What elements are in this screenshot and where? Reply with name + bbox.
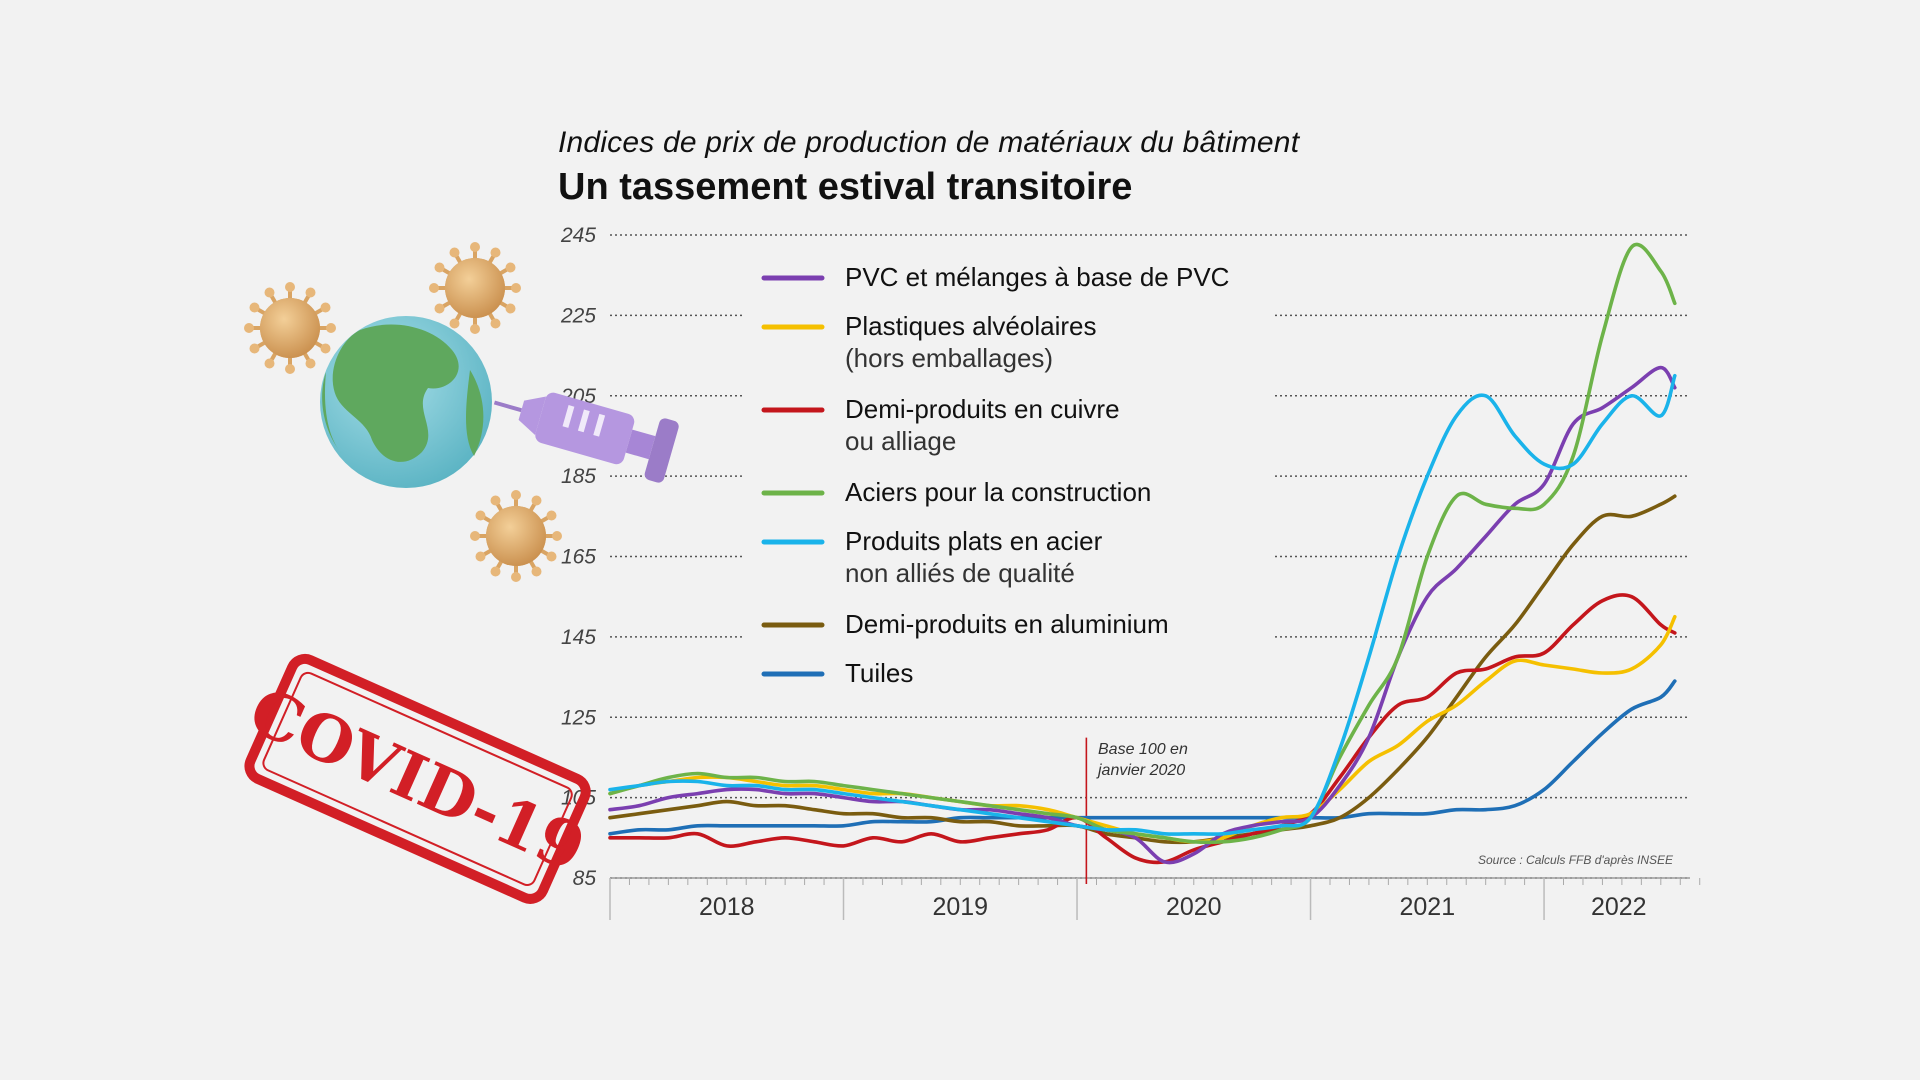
virus-spike-tip: [490, 566, 501, 577]
chart-title: Un tassement estival transitoire: [558, 166, 1133, 208]
virus-spike-tip: [470, 324, 480, 334]
series-line-pvc: [608, 365, 1677, 865]
series-line-aluminium: [608, 494, 1677, 845]
virus-spike-tip: [305, 287, 316, 298]
virus-spike-tip: [511, 572, 521, 582]
x-axis: 2018 2019 2020 2021 2022: [609, 877, 1701, 921]
virus-spike-tip: [490, 318, 501, 329]
series-lines: [608, 242, 1677, 865]
virus-spike-tip: [285, 282, 295, 292]
chart-subtitle: Indices de prix de production de matéria…: [558, 126, 1300, 159]
x-tick-label: 2018: [699, 893, 755, 921]
legend: PVC et mélanges à base de PVC Plastiques …: [744, 256, 1274, 688]
virus-spike-tip: [552, 531, 562, 541]
legend-label: Tuiles: [845, 658, 913, 688]
y-tick-label: 225: [560, 304, 596, 327]
virus-spike-tip: [475, 510, 486, 521]
virus-icon: [429, 242, 521, 334]
virus-spike-tip: [320, 343, 331, 354]
virus-spike-tip: [505, 303, 516, 314]
legend-label: Produits plats en acier: [845, 526, 1103, 556]
virus-spike-tip: [531, 495, 542, 506]
series-line-aciers: [608, 242, 1677, 845]
source-note: Source : Calculs FFB d'après INSEE: [1478, 853, 1674, 867]
virus-spike-tip: [305, 358, 316, 369]
virus-spike-tip: [429, 283, 439, 293]
virus-spike-tip: [320, 302, 331, 313]
globe-icon: [320, 316, 492, 488]
legend-label: ou alliage: [845, 426, 956, 456]
base-annotation-line1: Base 100 en: [1098, 741, 1188, 758]
x-tick-label: 2021: [1399, 893, 1455, 921]
virus-spike-tip: [244, 323, 254, 333]
virus-spike-tip: [546, 510, 557, 521]
virus-spike-tip: [475, 551, 486, 562]
legend-label: PVC et mélanges à base de PVC: [845, 262, 1229, 292]
virus-spike-tip: [434, 262, 445, 273]
virus-spike-tip: [511, 283, 521, 293]
legend-label: Aciers pour la construction: [845, 477, 1151, 507]
virus-spike-tip: [449, 247, 460, 258]
virus-spike-tip: [264, 287, 275, 298]
series-line-plats: [608, 373, 1677, 836]
series-line-cuivre: [608, 593, 1677, 865]
series-line-tuiles: [608, 679, 1677, 836]
legend-background: [744, 256, 1274, 688]
base-annotation-line2: janvier 2020: [1096, 762, 1185, 779]
y-tick-label: 125: [561, 706, 596, 729]
y-tick-label: 85: [573, 867, 597, 890]
virus-spike-tip: [326, 323, 336, 333]
virus-spike-tip: [470, 531, 480, 541]
virus-spike-tip: [264, 358, 275, 369]
syringe-icon: [493, 392, 679, 483]
virus-spike-tip: [449, 318, 460, 329]
virus-spike-tip: [249, 343, 260, 354]
x-tick-label: 2022: [1591, 893, 1647, 921]
legend-label: Demi-produits en cuivre: [845, 394, 1120, 424]
virus-spike-tip: [490, 495, 501, 506]
covid-19-stamp: COVID-19: [238, 653, 596, 904]
virus-spike-tip: [434, 303, 445, 314]
virus-spike-tip: [285, 364, 295, 374]
virus-spike-tip: [531, 566, 542, 577]
virus-icon: [470, 490, 562, 582]
virus-spike-tip: [511, 490, 521, 500]
virus-spike-tip: [490, 247, 501, 258]
legend-label: (hors emballages): [845, 343, 1053, 373]
x-tick-label: 2019: [932, 893, 988, 921]
legend-label: Plastiques alvéolaires: [845, 311, 1096, 341]
y-tick-label: 165: [561, 546, 596, 569]
virus-icon: [244, 282, 336, 374]
virus-spike-tip: [470, 242, 480, 252]
virus-spike-tip: [546, 551, 557, 562]
legend-label: non alliés de qualité: [845, 558, 1075, 588]
virus-spike-tip: [505, 262, 516, 273]
legend-label: Demi-produits en aluminium: [845, 609, 1169, 639]
x-tick-label: 2020: [1166, 893, 1222, 921]
virus-spike-tip: [249, 302, 260, 313]
y-tick-label: 245: [560, 224, 596, 247]
y-tick-label: 145: [561, 626, 596, 649]
y-tick-label: 185: [561, 465, 596, 488]
